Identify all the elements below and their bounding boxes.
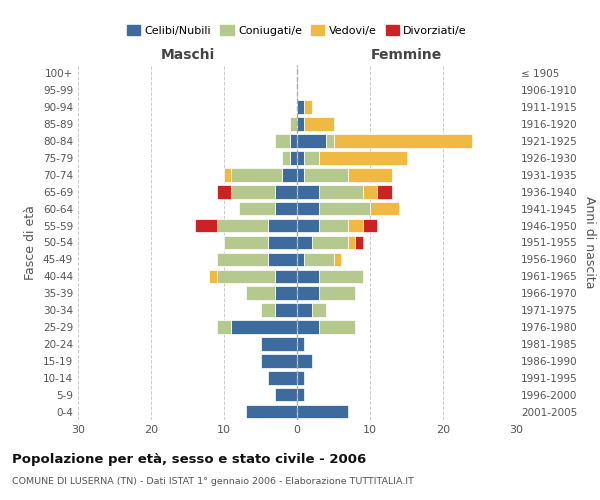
Bar — [319, 320, 355, 334]
Bar — [246, 405, 297, 418]
Bar — [290, 151, 297, 164]
Bar — [217, 219, 268, 232]
Bar — [224, 168, 232, 181]
Bar — [260, 354, 297, 368]
Text: Femmine: Femmine — [371, 48, 442, 62]
Bar — [232, 168, 283, 181]
Bar — [334, 134, 472, 148]
Bar — [348, 219, 363, 232]
Bar — [275, 304, 297, 317]
Bar — [260, 304, 275, 317]
Bar — [319, 270, 362, 283]
Bar — [275, 388, 297, 402]
Bar — [217, 270, 275, 283]
Text: Popolazione per età, sesso e stato civile - 2006: Popolazione per età, sesso e stato civil… — [12, 452, 366, 466]
Bar — [297, 270, 319, 283]
Bar — [246, 286, 275, 300]
Bar — [319, 202, 370, 215]
Bar — [260, 337, 297, 350]
Bar — [268, 219, 297, 232]
Bar — [362, 219, 377, 232]
Bar — [297, 168, 304, 181]
Bar — [195, 219, 217, 232]
Bar — [304, 252, 334, 266]
Bar — [224, 236, 268, 250]
Bar — [209, 270, 217, 283]
Bar — [239, 202, 275, 215]
Bar — [304, 100, 311, 114]
Y-axis label: Anni di nascita: Anni di nascita — [583, 196, 596, 289]
Y-axis label: Fasce di età: Fasce di età — [25, 205, 37, 280]
Bar — [348, 236, 355, 250]
Bar — [217, 320, 232, 334]
Bar — [297, 304, 311, 317]
Bar — [297, 337, 304, 350]
Legend: Celibi/Nubili, Coniugati/e, Vedovi/e, Divorziati/e: Celibi/Nubili, Coniugati/e, Vedovi/e, Di… — [122, 21, 472, 40]
Bar — [297, 185, 319, 198]
Bar — [232, 320, 297, 334]
Bar — [275, 270, 297, 283]
Bar — [290, 134, 297, 148]
Bar — [370, 202, 399, 215]
Bar — [268, 236, 297, 250]
Bar — [304, 151, 319, 164]
Bar — [283, 168, 297, 181]
Bar — [319, 219, 348, 232]
Bar — [297, 134, 326, 148]
Bar — [326, 134, 334, 148]
Bar — [268, 252, 297, 266]
Bar — [377, 185, 392, 198]
Bar — [334, 252, 341, 266]
Bar — [362, 185, 377, 198]
Bar — [319, 151, 407, 164]
Bar — [348, 168, 392, 181]
Bar — [275, 134, 290, 148]
Bar — [297, 286, 319, 300]
Bar — [297, 202, 319, 215]
Bar — [297, 371, 304, 384]
Bar — [297, 236, 311, 250]
Bar — [297, 388, 304, 402]
Bar — [217, 185, 232, 198]
Bar — [232, 185, 275, 198]
Bar — [311, 236, 348, 250]
Bar — [311, 304, 326, 317]
Bar — [275, 185, 297, 198]
Bar — [297, 118, 304, 131]
Bar — [290, 118, 297, 131]
Bar — [297, 320, 319, 334]
Bar — [297, 151, 304, 164]
Text: Maschi: Maschi — [160, 48, 215, 62]
Bar — [355, 236, 362, 250]
Bar — [297, 219, 319, 232]
Bar — [297, 354, 311, 368]
Bar — [319, 185, 362, 198]
Bar — [297, 252, 304, 266]
Bar — [283, 151, 290, 164]
Bar — [275, 202, 297, 215]
Bar — [304, 168, 348, 181]
Bar — [304, 118, 334, 131]
Bar — [297, 100, 304, 114]
Bar — [217, 252, 268, 266]
Bar — [319, 286, 355, 300]
Bar — [268, 371, 297, 384]
Bar — [275, 286, 297, 300]
Bar — [297, 405, 348, 418]
Text: COMUNE DI LUSERNA (TN) - Dati ISTAT 1° gennaio 2006 - Elaborazione TUTTITALIA.IT: COMUNE DI LUSERNA (TN) - Dati ISTAT 1° g… — [12, 478, 414, 486]
